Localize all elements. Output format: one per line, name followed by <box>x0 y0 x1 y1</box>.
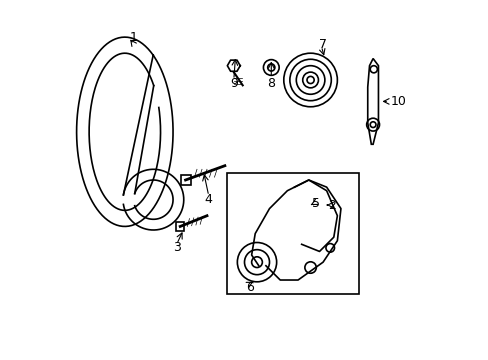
Text: 5: 5 <box>311 197 319 210</box>
Text: 6: 6 <box>245 281 253 294</box>
Text: 10: 10 <box>390 95 406 108</box>
Text: 8: 8 <box>267 77 275 90</box>
Text: 2: 2 <box>327 198 335 212</box>
Text: 7: 7 <box>319 38 326 51</box>
Text: 3: 3 <box>172 241 180 255</box>
Text: 1: 1 <box>129 31 138 44</box>
Bar <box>226 173 358 294</box>
Text: 4: 4 <box>204 193 212 206</box>
Text: 9: 9 <box>229 77 237 90</box>
